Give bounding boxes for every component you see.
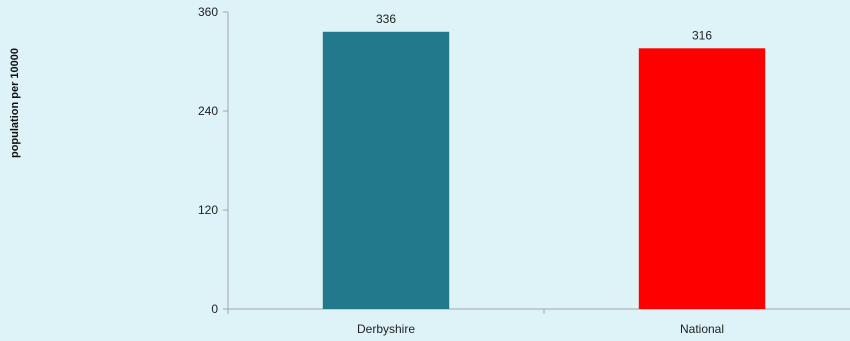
y-axis: 0 120 240 360 <box>198 5 229 316</box>
data-label-national: 316 <box>692 28 712 42</box>
data-label-derbyshire: 336 <box>376 12 396 26</box>
y-axis-title: population per 10000 <box>9 48 21 158</box>
x-tick-label-derbyshire: Derbyshire <box>357 322 415 336</box>
x-axis: Derbyshire National <box>227 308 850 336</box>
bars-group: 336 316 <box>322 12 766 310</box>
bar-derbyshire <box>322 31 450 310</box>
bar-national <box>638 48 766 310</box>
y-tick-label: 120 <box>198 203 218 217</box>
x-tick-label-national: National <box>680 322 724 336</box>
y-tick-label: 360 <box>198 5 218 19</box>
y-tick-label: 240 <box>198 104 218 118</box>
y-tick-label: 0 <box>211 302 218 316</box>
